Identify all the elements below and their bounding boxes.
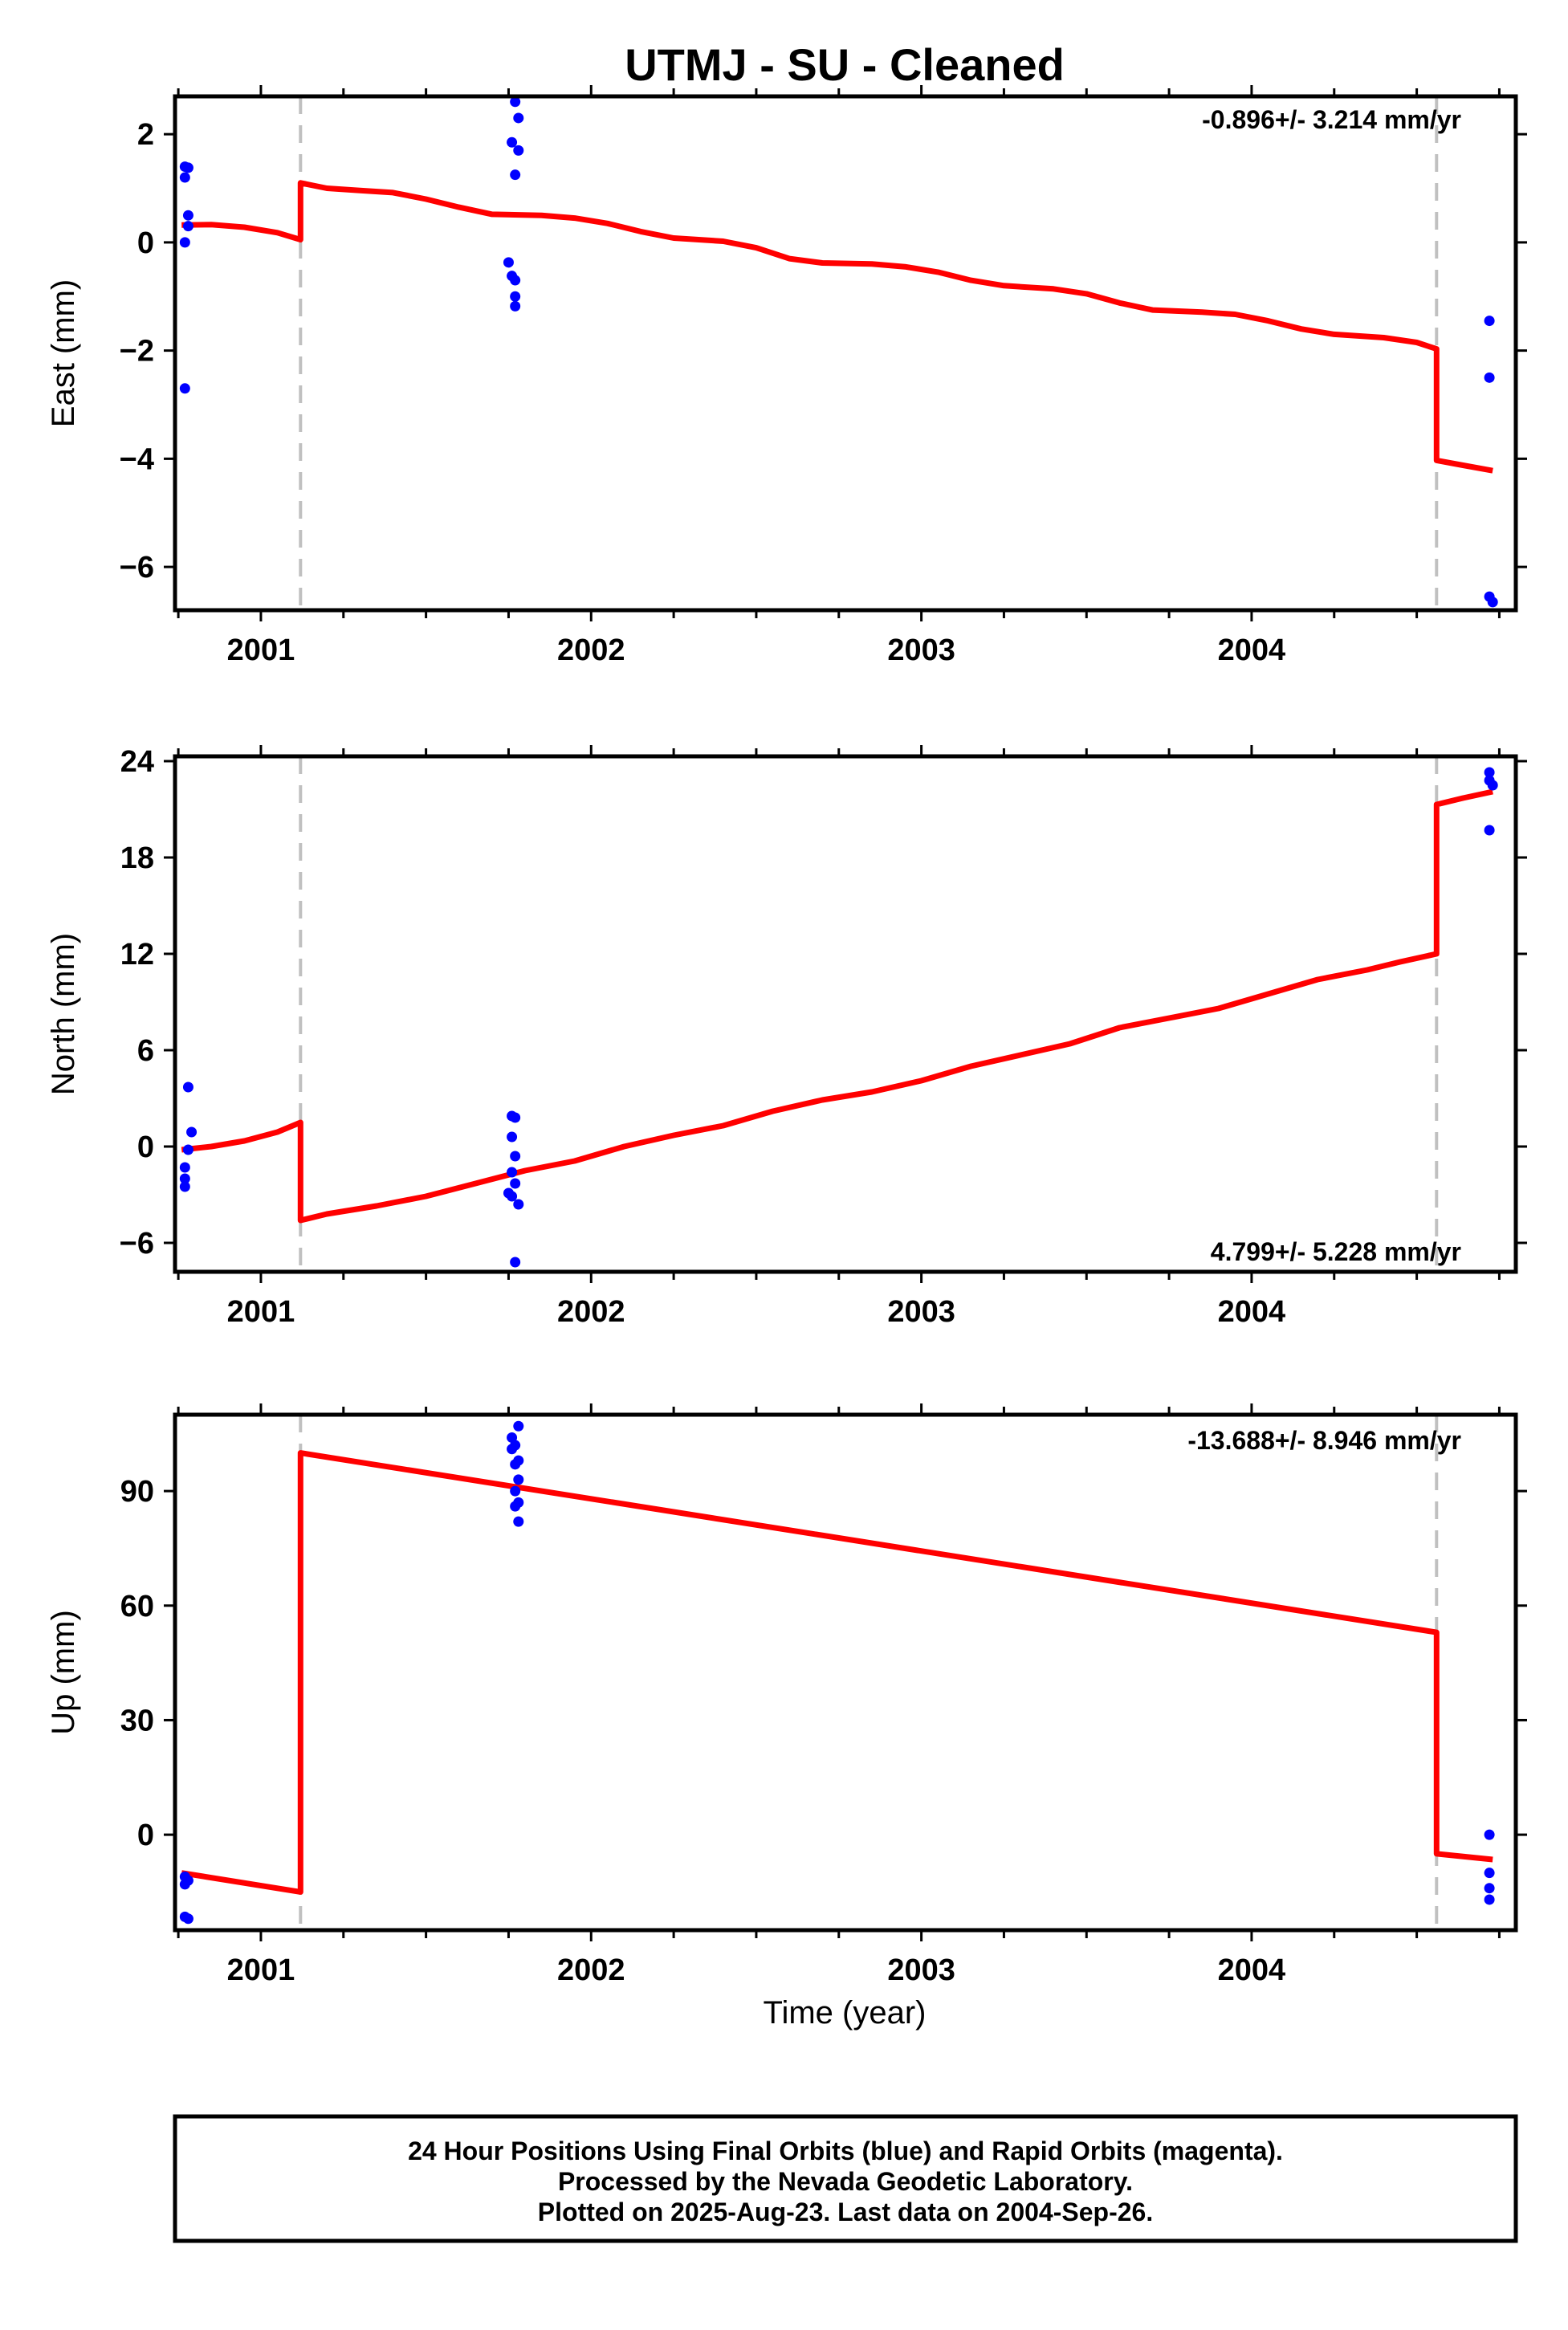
y-axis-label: East (mm) bbox=[46, 279, 81, 427]
data-point bbox=[507, 1131, 518, 1143]
data-point bbox=[507, 1191, 518, 1202]
north-panel: 24 18 12 6 0 −6 2001 2002 2003 2004 North (mm) 4.79… bbox=[46, 745, 1527, 1329]
x-tick-label: 2001 bbox=[227, 1953, 295, 1987]
y-axis-label: North (mm) bbox=[46, 933, 81, 1095]
data-point bbox=[182, 1144, 193, 1155]
data-point bbox=[513, 1199, 524, 1210]
y-tick-label: 24 bbox=[120, 745, 154, 779]
y-tick-label: 0 bbox=[137, 226, 154, 260]
y-tick-label: 12 bbox=[120, 938, 154, 972]
y-tick-label: 2 bbox=[137, 118, 154, 152]
data-point bbox=[1484, 372, 1495, 383]
data-point bbox=[1484, 1894, 1495, 1905]
data-point bbox=[510, 169, 521, 181]
data-point bbox=[513, 1516, 524, 1527]
data-point bbox=[1484, 316, 1495, 327]
velocity-annotation: 4.799+/- 5.228 mm/yr bbox=[1211, 1237, 1461, 1266]
chart-title: UTMJ - SU - Cleaned bbox=[625, 39, 1065, 90]
data-point bbox=[179, 237, 190, 248]
data-point bbox=[510, 96, 521, 108]
plot-frame bbox=[173, 1412, 1518, 1933]
footer-border bbox=[173, 2114, 1518, 2243]
y-tick-label: 60 bbox=[120, 1590, 154, 1623]
up-panel: 90 60 30 0 2001 2002 2003 2004 Up (mm) -13.688+/-… bbox=[46, 1403, 1527, 1987]
footer-line-1: 24 Hour Positions Using Final Orbits (bl… bbox=[408, 2137, 1283, 2165]
x-axis-label: Time (year) bbox=[764, 1995, 927, 2031]
x-tick-label: 2002 bbox=[557, 1953, 625, 1987]
data-point bbox=[1484, 767, 1495, 778]
x-tick-label: 2004 bbox=[1218, 1295, 1286, 1329]
plot-frame bbox=[173, 94, 1518, 613]
data-point bbox=[513, 1474, 524, 1485]
y-tick-label: −4 bbox=[120, 442, 154, 476]
data-point bbox=[1484, 1829, 1495, 1840]
data-point bbox=[503, 257, 514, 268]
data-point bbox=[1484, 825, 1495, 836]
data-point bbox=[179, 172, 190, 183]
y-tick-label: −6 bbox=[120, 551, 154, 585]
y-tick-label: −2 bbox=[120, 335, 154, 369]
data-point bbox=[1487, 597, 1498, 608]
y-tick-label: 6 bbox=[137, 1034, 154, 1068]
data-point bbox=[182, 210, 193, 221]
data-point bbox=[179, 383, 190, 394]
data-point bbox=[182, 162, 193, 173]
data-point bbox=[510, 1178, 521, 1189]
data-point bbox=[1487, 780, 1498, 791]
x-tick-label: 2001 bbox=[227, 633, 295, 667]
y-axis-label: Up (mm) bbox=[46, 1610, 81, 1735]
footer-line-2: Processed by the Nevada Geodetic Laborat… bbox=[558, 2167, 1133, 2196]
y-tick-label: 0 bbox=[137, 1130, 154, 1164]
data-point bbox=[507, 1444, 518, 1455]
data-point bbox=[513, 1420, 524, 1432]
data-point bbox=[510, 1257, 521, 1268]
velocity-annotation: -13.688+/- 8.946 mm/yr bbox=[1187, 1426, 1461, 1455]
x-tick-label: 2004 bbox=[1218, 633, 1286, 667]
data-point bbox=[179, 1181, 190, 1192]
data-point bbox=[510, 291, 521, 302]
y-tick-label: −6 bbox=[120, 1227, 154, 1261]
data-point bbox=[179, 1173, 190, 1184]
data-point bbox=[510, 1459, 521, 1470]
east-panel: 2 0 −2 −4 −6 2001 2002 2003 2004 East (mm) -0.896+… bbox=[46, 85, 1527, 667]
data-point bbox=[186, 1126, 198, 1138]
x-tick-label: 2002 bbox=[557, 633, 625, 667]
data-point bbox=[182, 1913, 193, 1925]
data-point bbox=[510, 300, 521, 312]
x-tick-label: 2002 bbox=[557, 1295, 625, 1329]
y-tick-label: 30 bbox=[120, 1704, 154, 1737]
x-tick-label: 2003 bbox=[887, 633, 955, 667]
data-point bbox=[510, 1485, 521, 1497]
data-point bbox=[513, 112, 524, 124]
x-tick-label: 2003 bbox=[887, 1953, 955, 1987]
model-line bbox=[181, 788, 1493, 1224]
data-point bbox=[507, 1167, 518, 1178]
data-point bbox=[182, 221, 193, 232]
data-point bbox=[1484, 1868, 1495, 1879]
plot-frame bbox=[173, 754, 1518, 1274]
data-point bbox=[510, 1112, 521, 1123]
model-line bbox=[181, 180, 1493, 474]
data-point bbox=[182, 1081, 193, 1093]
footer-line-3: Plotted on 2025-Aug-23. Last data on 200… bbox=[538, 2198, 1153, 2226]
data-point bbox=[513, 145, 524, 156]
data-point bbox=[510, 1151, 521, 1162]
data-point bbox=[179, 1879, 190, 1890]
y-tick-label: 0 bbox=[137, 1819, 154, 1852]
data-point bbox=[507, 136, 518, 148]
data-point bbox=[510, 1501, 521, 1512]
x-tick-label: 2004 bbox=[1218, 1953, 1286, 1987]
y-tick-label: 18 bbox=[120, 841, 154, 875]
model-line bbox=[181, 1450, 1493, 1895]
data-point bbox=[510, 275, 521, 286]
data-point bbox=[179, 1162, 190, 1173]
footer-box: 24 Hour Positions Using Final Orbits (bl… bbox=[173, 2114, 1518, 2243]
x-tick-label: 2003 bbox=[887, 1295, 955, 1329]
data-point bbox=[1484, 1883, 1495, 1894]
velocity-annotation: -0.896+/- 3.214 mm/yr bbox=[1202, 105, 1461, 134]
x-tick-label: 2001 bbox=[227, 1295, 295, 1329]
y-tick-label: 90 bbox=[120, 1475, 154, 1509]
